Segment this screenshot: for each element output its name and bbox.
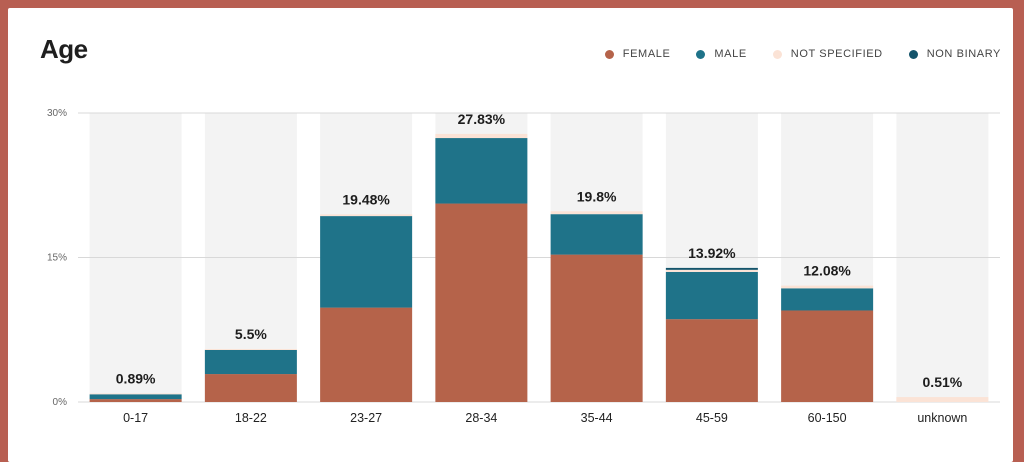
data-label: 0.89% [116, 370, 156, 386]
bar-segment-male [320, 216, 413, 308]
bar-segment-female [204, 374, 297, 402]
data-label: 27.83% [458, 111, 506, 127]
legend-dot-not-specified [772, 49, 782, 59]
bar-segment-female [665, 319, 758, 402]
x-tick-label: 35-44 [581, 411, 613, 425]
x-tick-label: 60-150 [808, 411, 847, 425]
bar-segment-male [550, 214, 643, 255]
bar-segment-not-specified [665, 269, 758, 272]
bar-segment-not-specified [320, 214, 413, 217]
x-tick-label: 28-34 [465, 411, 497, 425]
x-tick-label: 45-59 [696, 411, 728, 425]
legend-item-female[interactable]: FEMALE [604, 48, 671, 60]
bar-segment-male [204, 349, 297, 375]
bar-segment-not-specified [896, 397, 989, 402]
legend-item-male[interactable]: MALE [696, 48, 746, 60]
bar-segment-not-specified [550, 211, 643, 215]
legend-dot-non-binary [908, 49, 918, 59]
bar-segment-male [665, 271, 758, 320]
x-tick-label: 0-17 [123, 411, 148, 425]
legend: FEMALE MALE NOT SPECIFIED NON BINARY [604, 48, 1001, 60]
data-label: 5.5% [235, 326, 267, 342]
data-label: 13.92% [688, 245, 736, 261]
bar-segment-female [320, 307, 413, 402]
bar-segment-female [89, 399, 182, 402]
legend-label-male: MALE [714, 48, 747, 60]
bar-segment-not-specified [781, 285, 874, 289]
y-tick-label: 0% [53, 397, 68, 408]
bar-segment-not-specified [204, 349, 297, 350]
x-tick-label: unknown [917, 411, 967, 425]
legend-dot-male [696, 49, 706, 59]
legend-label-female: FEMALE [622, 48, 671, 60]
chart-title: Age [40, 34, 88, 64]
legend-item-non-binary[interactable]: NON BINARY [908, 48, 1001, 60]
bar-segment-male [781, 288, 874, 311]
legend-item-not-specified[interactable]: NOT SPECIFIED [772, 48, 883, 60]
bar-segment-female [550, 254, 643, 402]
data-label: 19.48% [342, 191, 390, 207]
bar-segment-male [435, 138, 528, 204]
bar-segment-female [435, 203, 528, 402]
data-label: 0.51% [923, 374, 963, 390]
bar-segment-not-specified [435, 133, 528, 139]
bar-segment-not-specified [89, 393, 182, 395]
legend-label-not-specified: NOT SPECIFIED [790, 48, 883, 60]
bar-segment-non-binary [665, 267, 758, 270]
legend-dot-female [604, 49, 614, 59]
data-label: 12.08% [803, 263, 851, 279]
y-tick-label: 30% [47, 108, 67, 119]
x-tick-label: 23-27 [350, 411, 382, 425]
data-label: 19.8% [577, 188, 617, 204]
legend-label-non-binary: NON BINARY [926, 48, 1001, 60]
bar-segment-female [781, 310, 874, 402]
x-tick-label: 18-22 [235, 411, 267, 425]
bar-segment-male [89, 394, 182, 400]
y-tick-label: 15% [47, 253, 67, 264]
